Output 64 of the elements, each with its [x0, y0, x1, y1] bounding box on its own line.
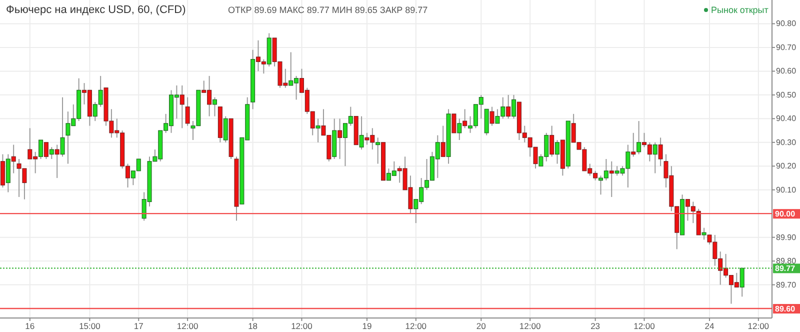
x-tick-label: 17 — [134, 321, 144, 331]
candlestick — [0, 154, 5, 188]
y-tick-label: 90.70 — [776, 42, 797, 52]
x-tick-label: 12:00 — [291, 321, 313, 331]
x-tick-label: 12:00 — [519, 321, 541, 331]
x-tick-label: 12:00 — [634, 321, 656, 331]
ref-line-label: 89.60 — [775, 304, 796, 314]
candlestick — [223, 116, 228, 143]
candlestick — [631, 132, 636, 158]
candlestick — [212, 96, 218, 117]
x-tick-label: 20 — [476, 321, 486, 331]
candlestick — [338, 118, 342, 160]
x-tick-label: 12:00 — [176, 321, 198, 331]
y-tick-label: 90.60 — [776, 66, 797, 76]
candlestick — [185, 96, 190, 126]
candlestick — [54, 144, 60, 178]
candlestick — [702, 227, 706, 240]
candlestick — [60, 96, 65, 158]
candlestick — [44, 142, 48, 160]
y-tick-label: 90.50 — [776, 90, 797, 100]
candlestick — [457, 118, 462, 141]
x-tick-label: 18 — [248, 321, 258, 331]
y-tick-label: 90.10 — [776, 185, 797, 194]
ref-line-label: 90.00 — [775, 210, 796, 219]
candlestick — [6, 154, 10, 193]
text: ОТКР 89.69 МАКС 89.77 МИН 89.65 ЗАКР 89.77 — [228, 5, 428, 15]
candlestick — [462, 108, 468, 129]
candlestick — [316, 118, 320, 143]
chart-title: Фьючерс на индекс USD, 60, (CFD) — [6, 4, 186, 16]
y-tick-label: 89.70 — [776, 280, 797, 290]
candlestick — [359, 116, 364, 150]
candlestick — [609, 160, 614, 198]
x-tick-label: 12:00 — [748, 321, 770, 331]
candlestick — [740, 268, 744, 298]
x-tick-label: 19 — [362, 321, 372, 331]
candlestick — [440, 125, 446, 158]
candlestick — [376, 137, 380, 164]
candlestick — [512, 94, 516, 120]
ref-line-label: 89.77 — [775, 264, 796, 274]
y-tick-label: 90.20 — [776, 162, 797, 171]
candlestick — [490, 106, 494, 126]
x-tick-label: 16 — [25, 321, 35, 331]
candlestick — [636, 120, 642, 155]
y-tick-label: 90.30 — [776, 138, 797, 147]
y-tick-label: 89.90 — [776, 232, 797, 242]
x-tick-label: 15:00 — [79, 321, 101, 331]
y-tick-label: 90.40 — [776, 114, 797, 124]
y-tick-label: 90.80 — [776, 19, 797, 28]
candlestick — [554, 140, 560, 164]
candlestick — [452, 114, 456, 134]
candlestick — [49, 146, 54, 160]
candlestick — [180, 84, 184, 129]
candlestick — [658, 137, 663, 167]
y-tick-label: 89.80 — [776, 256, 797, 266]
candlestick — [38, 140, 44, 160]
x-tick-label: 23 — [590, 321, 600, 331]
candlestick — [506, 94, 511, 120]
x-tick-label: 24 — [704, 321, 714, 331]
candlestick — [11, 144, 16, 174]
candlestick — [550, 125, 554, 158]
x-tick-label: 12:00 — [405, 321, 427, 331]
annotation: Рынок открыт — [711, 5, 768, 15]
candlestick — [652, 142, 658, 174]
candlestick — [484, 108, 489, 136]
